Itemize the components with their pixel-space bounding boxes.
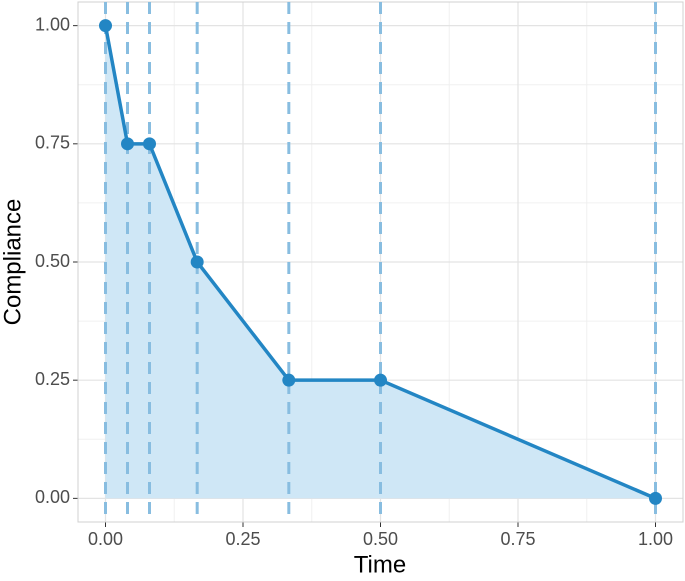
point xyxy=(99,19,112,33)
x-tick-label: 0.50 xyxy=(363,529,398,549)
point xyxy=(121,137,134,151)
point xyxy=(190,255,204,269)
x-tick-label: 0.25 xyxy=(225,529,260,549)
y-tick-label: 0.25 xyxy=(35,369,70,389)
point xyxy=(374,373,387,387)
y-tick-label: 0.75 xyxy=(35,133,70,153)
x-tick-label: 1.00 xyxy=(638,529,673,549)
x-axis-title: Time xyxy=(354,551,406,576)
point xyxy=(649,491,662,505)
y-tick-label: 1.00 xyxy=(35,14,70,34)
point xyxy=(282,373,296,387)
y-tick-label: 0.00 xyxy=(35,487,70,507)
x-tick-label: 0.00 xyxy=(88,529,123,549)
y-tick-label: 0.50 xyxy=(35,251,70,271)
y-axis-title: Compliance xyxy=(0,199,26,326)
area xyxy=(105,25,656,499)
x-tick-label: 0.75 xyxy=(500,529,535,549)
point xyxy=(143,137,156,151)
